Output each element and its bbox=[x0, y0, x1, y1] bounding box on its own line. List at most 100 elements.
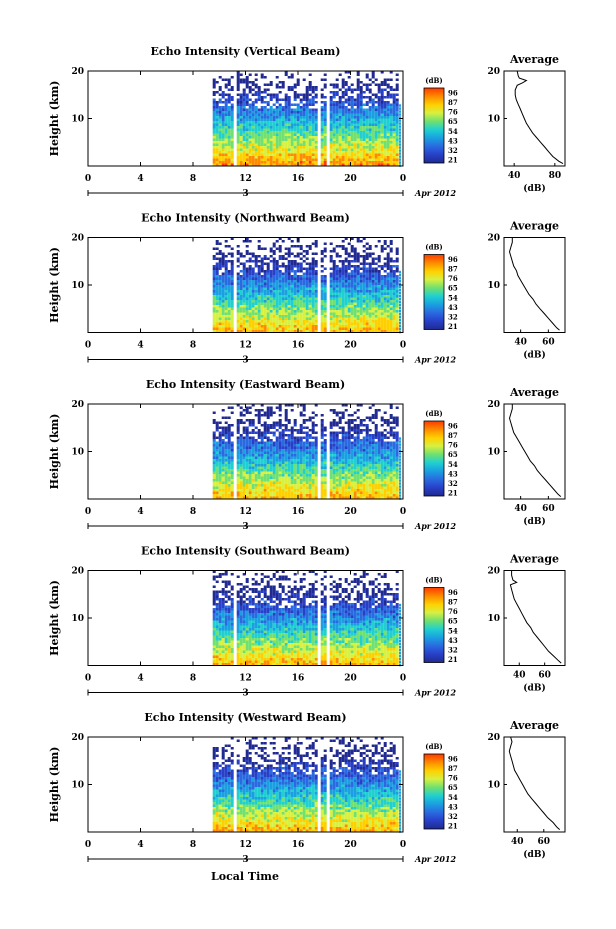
x-axis-label: Local Time bbox=[211, 870, 279, 883]
panel-title: Echo Intensity (Southward Beam) bbox=[141, 545, 350, 558]
x-tick-label: 4 bbox=[137, 674, 143, 684]
avg-y-tick: 20 bbox=[487, 567, 500, 577]
colorbar-tick: 54 bbox=[448, 460, 458, 469]
y-tick-label: 20 bbox=[71, 234, 84, 244]
avg-y-tick: 10 bbox=[487, 781, 500, 791]
avg-y-tick: 20 bbox=[487, 733, 500, 743]
x-tick-label: 16 bbox=[292, 674, 305, 684]
x-tick-label: 20 bbox=[344, 174, 357, 184]
colorbar-tick: 32 bbox=[448, 146, 458, 155]
colorbar-tick: 65 bbox=[448, 783, 458, 792]
x-tick-label: 12 bbox=[239, 341, 252, 351]
panel-2: Echo Intensity (Northward Beam) 20 10 Heigh… bbox=[48, 212, 566, 366]
date-label: Apr 2012 bbox=[414, 355, 457, 365]
x-tick-label: 0 bbox=[400, 174, 406, 184]
average-frame bbox=[503, 237, 566, 333]
colorbar-tick: 65 bbox=[448, 117, 458, 126]
y-tick-label: 10 bbox=[71, 614, 84, 624]
heatmap bbox=[212, 404, 401, 500]
average-profile-line bbox=[508, 736, 561, 830]
avg-y-tick: 10 bbox=[487, 614, 500, 624]
avg-x-tick: 60 bbox=[542, 338, 555, 348]
heatmap bbox=[212, 570, 401, 667]
y-tick-label: 20 bbox=[71, 67, 84, 77]
panel-4: Echo Intensity (Southward Beam) 20 10 Heigh… bbox=[48, 545, 566, 699]
average-xlabel: (dB) bbox=[523, 849, 545, 860]
y-tick-label: 10 bbox=[71, 115, 84, 125]
x-tick-label: 0 bbox=[85, 341, 91, 351]
panels: Echo Intensity (Vertical Beam) 20 10 Height… bbox=[48, 45, 566, 865]
day-label: 3 bbox=[242, 855, 248, 865]
x-tick-label: 0 bbox=[400, 674, 406, 684]
avg-x-tick: 40 bbox=[514, 338, 527, 348]
average-profile-line bbox=[508, 237, 560, 331]
colorbar-tick: 65 bbox=[448, 450, 458, 459]
panel-title: Echo Intensity (Westward Beam) bbox=[144, 711, 346, 724]
colorbar-tick: 43 bbox=[448, 802, 458, 811]
heatmap bbox=[212, 71, 401, 167]
colorbar-tick: 65 bbox=[448, 284, 458, 293]
y-tick-label: 10 bbox=[71, 281, 84, 291]
avg-x-tick: 40 bbox=[513, 671, 526, 681]
x-tick-label: 16 bbox=[292, 507, 305, 517]
date-label: Apr 2012 bbox=[414, 688, 457, 698]
colorbar-tick: 87 bbox=[448, 764, 458, 773]
colorbar-title: (dB) bbox=[425, 742, 442, 751]
colorbar-tick: 54 bbox=[448, 793, 458, 802]
colorbar-tick: 96 bbox=[448, 755, 458, 764]
colorbar-tick: 32 bbox=[448, 312, 458, 321]
colorbar-tick: 96 bbox=[448, 588, 458, 597]
y-axis-label: Height (km) bbox=[48, 747, 61, 823]
avg-x-tick: 60 bbox=[538, 837, 551, 847]
avg-y-tick: 10 bbox=[487, 115, 500, 125]
average-title: Average bbox=[509, 386, 559, 399]
average-title: Average bbox=[509, 220, 559, 233]
x-tick-label: 16 bbox=[292, 840, 305, 850]
colorbar-tick: 43 bbox=[448, 303, 458, 312]
day-label: 3 bbox=[242, 189, 248, 199]
panel-title: Echo Intensity (Vertical Beam) bbox=[150, 45, 340, 58]
y-axis-label: Height (km) bbox=[48, 247, 61, 323]
colorbar-tick: 21 bbox=[448, 156, 458, 165]
colorbar-tick: 76 bbox=[448, 274, 458, 283]
colorbar-title: (dB) bbox=[425, 409, 442, 418]
colorbar-title: (dB) bbox=[425, 576, 442, 585]
y-axis-label: Height (km) bbox=[48, 414, 61, 490]
avg-y-tick: 20 bbox=[487, 234, 500, 244]
y-axis-label: Height (km) bbox=[48, 580, 61, 656]
colorbar-tick: 21 bbox=[448, 655, 458, 664]
average-xlabel: (dB) bbox=[523, 516, 545, 527]
x-tick-label: 16 bbox=[292, 174, 305, 184]
average-title: Average bbox=[509, 719, 559, 732]
colorbar-tick: 96 bbox=[448, 422, 458, 431]
average-profile-line bbox=[514, 70, 564, 165]
panel-3: Echo Intensity (Eastward Beam) 20 10 Height… bbox=[48, 378, 566, 532]
avg-y-tick: 20 bbox=[487, 400, 500, 410]
colorbar-tick: 76 bbox=[448, 441, 458, 450]
colorbar-tick: 76 bbox=[448, 774, 458, 783]
colorbar-tick: 21 bbox=[448, 822, 458, 831]
average-frame bbox=[503, 570, 566, 666]
x-tick-label: 8 bbox=[190, 674, 196, 684]
x-tick-label: 20 bbox=[344, 507, 357, 517]
day-label: 3 bbox=[242, 522, 248, 532]
panel-5: Echo Intensity (Westward Beam) 20 10 Height… bbox=[48, 711, 566, 865]
x-tick-label: 4 bbox=[137, 341, 143, 351]
average-frame bbox=[503, 403, 566, 500]
x-tick-label: 8 bbox=[190, 507, 196, 517]
y-tick-label: 10 bbox=[71, 448, 84, 458]
colorbar-title: (dB) bbox=[425, 76, 442, 85]
x-tick-label: 0 bbox=[85, 840, 91, 850]
avg-y-tick: 10 bbox=[487, 281, 500, 291]
x-tick-label: 8 bbox=[190, 840, 196, 850]
colorbar-tick: 76 bbox=[448, 108, 458, 117]
colorbar-tick: 54 bbox=[448, 127, 458, 136]
colorbar bbox=[423, 420, 445, 497]
colorbar-tick: 32 bbox=[448, 479, 458, 488]
x-tick-label: 16 bbox=[292, 341, 305, 351]
y-tick-label: 10 bbox=[71, 781, 84, 791]
x-tick-label: 12 bbox=[239, 174, 252, 184]
average-profile-line bbox=[509, 570, 562, 664]
colorbar bbox=[423, 753, 445, 830]
avg-y-tick: 20 bbox=[487, 67, 500, 77]
